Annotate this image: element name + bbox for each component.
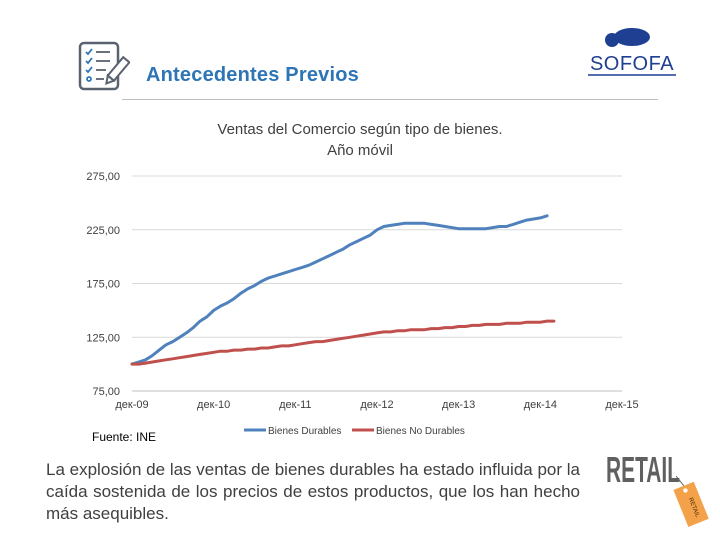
y-tick-label: 275,00 xyxy=(86,171,120,183)
retail-logo: RETAIL RETAIL xyxy=(604,446,714,537)
x-tick-label: дек-09 xyxy=(115,399,148,411)
sofofa-logo: SOFOFA xyxy=(588,24,676,81)
y-tick-label: 125,00 xyxy=(86,332,120,344)
x-tick-label: дек-13 xyxy=(442,399,475,411)
legend-label: Bienes Durables xyxy=(268,426,341,437)
y-tick-label: 225,00 xyxy=(86,225,120,237)
sofofa-logo-text: SOFOFA xyxy=(590,53,674,75)
caption-text: La explosión de las ventas de bienes dur… xyxy=(46,460,580,523)
x-tick-label: дек-10 xyxy=(197,399,230,411)
x-tick-label: дек-12 xyxy=(360,399,393,411)
legend-label: Bienes No Durables xyxy=(376,426,465,437)
page-title: Antecedentes Previos xyxy=(146,64,359,86)
series-line-bienes-durables xyxy=(130,214,549,366)
y-tick-label: 75,00 xyxy=(92,386,120,398)
checklist-icon xyxy=(74,38,131,99)
series-line-bienes-no-durables xyxy=(130,319,556,366)
chart-subtitle: Año móvil xyxy=(327,142,393,159)
retail-logo-text: RETAIL xyxy=(606,449,680,490)
header-divider xyxy=(122,99,658,100)
x-tick-label: дек-15 xyxy=(605,399,638,411)
y-tick-label: 175,00 xyxy=(86,279,120,291)
chart-title-block: Ventas del Comercio según tipo de bienes… xyxy=(150,119,570,161)
x-tick-label: дек-14 xyxy=(524,399,557,411)
chart-title: Ventas del Comercio según tipo de bienes… xyxy=(217,121,503,138)
x-tick-label: дек-11 xyxy=(279,399,311,411)
source-note: Fuente: INE xyxy=(92,430,157,444)
